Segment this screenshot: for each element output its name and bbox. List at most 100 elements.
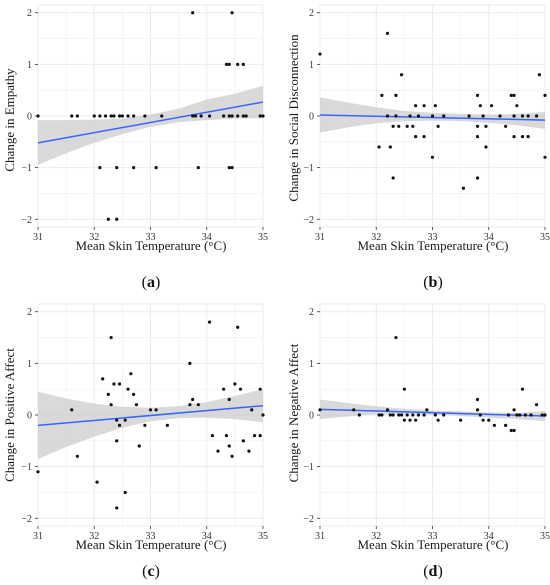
data-point [512, 135, 516, 139]
data-point [467, 114, 471, 118]
data-point [416, 413, 421, 417]
y-axis-title: Change in Empathy [2, 68, 17, 172]
x-tick-label: 33 [428, 531, 438, 542]
data-point [112, 382, 116, 386]
data-point [397, 413, 401, 417]
data-point [543, 413, 547, 417]
data-point [117, 114, 122, 118]
y-tick-label: 2 [309, 307, 314, 318]
data-point [222, 387, 226, 391]
confidence-ribbon [38, 86, 263, 166]
y-tick-label: 0 [309, 411, 314, 422]
data-point [484, 124, 488, 128]
data-point [405, 124, 409, 128]
data-point [241, 439, 245, 443]
x-tick-label: 34 [202, 531, 212, 542]
data-point [154, 408, 158, 412]
y-tick-label: 0 [309, 112, 314, 123]
x-axis-title: Mean Skin Temperature (°C) [76, 537, 227, 552]
data-point [537, 73, 541, 77]
data-point [70, 408, 74, 412]
data-point [481, 114, 485, 118]
x-axis-title: Mean Skin Temperature (°C) [358, 238, 509, 253]
data-point [520, 387, 525, 391]
confidence-ribbon [38, 389, 263, 459]
data-point [475, 397, 480, 402]
data-point [394, 335, 398, 340]
data-point [132, 392, 136, 396]
x-tick-label: 33 [146, 531, 156, 542]
panel-label: (c) [142, 563, 160, 580]
data-point [227, 62, 231, 66]
data-point [132, 114, 136, 118]
data-point [148, 408, 153, 412]
data-point [442, 413, 446, 417]
data-point [109, 403, 113, 407]
data-point [436, 418, 440, 422]
data-point [143, 114, 147, 118]
data-point [160, 114, 164, 118]
data-point [402, 418, 406, 422]
data-point [399, 413, 404, 417]
data-point [95, 480, 99, 484]
data-point [430, 155, 435, 159]
data-point [117, 423, 122, 427]
data-point [481, 418, 485, 422]
data-point [98, 114, 102, 118]
data-point [115, 506, 119, 510]
y-tick-label: 1 [309, 359, 314, 370]
y-tick-label: −1 [21, 462, 32, 473]
data-point [207, 114, 212, 118]
data-point [191, 397, 195, 402]
data-point [199, 114, 203, 118]
data-point [399, 73, 404, 77]
data-point [258, 114, 262, 118]
y-tick-label: −2 [21, 514, 32, 525]
data-point [188, 403, 192, 407]
x-axis-title: Mean Skin Temperature (°C) [76, 238, 227, 253]
data-point [416, 114, 421, 118]
panel-label: (a) [142, 274, 161, 291]
data-point [385, 114, 390, 118]
data-point [512, 428, 516, 433]
data-point [115, 217, 119, 221]
x-tick-label: 31 [315, 232, 325, 243]
data-point [526, 135, 530, 139]
data-point [414, 104, 418, 108]
data-point [411, 413, 415, 417]
data-point [230, 11, 234, 15]
data-point [75, 114, 79, 118]
data-point [115, 418, 119, 422]
data-point [414, 418, 418, 422]
data-point [193, 114, 198, 118]
x-tick-label: 31 [33, 232, 43, 243]
data-point [504, 124, 508, 128]
data-point [388, 413, 392, 417]
data-point [512, 408, 516, 412]
data-point [230, 114, 234, 118]
data-point [75, 454, 79, 458]
y-tick-label: −1 [21, 163, 32, 174]
regression-line [37, 404, 264, 427]
x-tick-label: 35 [540, 531, 550, 542]
data-point [244, 114, 248, 118]
data-point [252, 434, 257, 438]
data-point [394, 93, 398, 97]
data-point [98, 166, 102, 170]
data-point [106, 217, 110, 221]
data-point [492, 423, 496, 427]
y-tick-label: 1 [27, 60, 32, 71]
data-point [126, 114, 130, 118]
data-point [357, 413, 361, 417]
data-point [143, 423, 147, 427]
data-point [134, 403, 139, 407]
data-point [196, 166, 200, 170]
data-point [112, 114, 116, 118]
data-point [394, 114, 398, 118]
x-tick-label: 35 [540, 232, 550, 243]
data-point [258, 434, 262, 438]
data-point [509, 428, 513, 433]
data-point [196, 403, 200, 407]
data-point [422, 104, 426, 108]
